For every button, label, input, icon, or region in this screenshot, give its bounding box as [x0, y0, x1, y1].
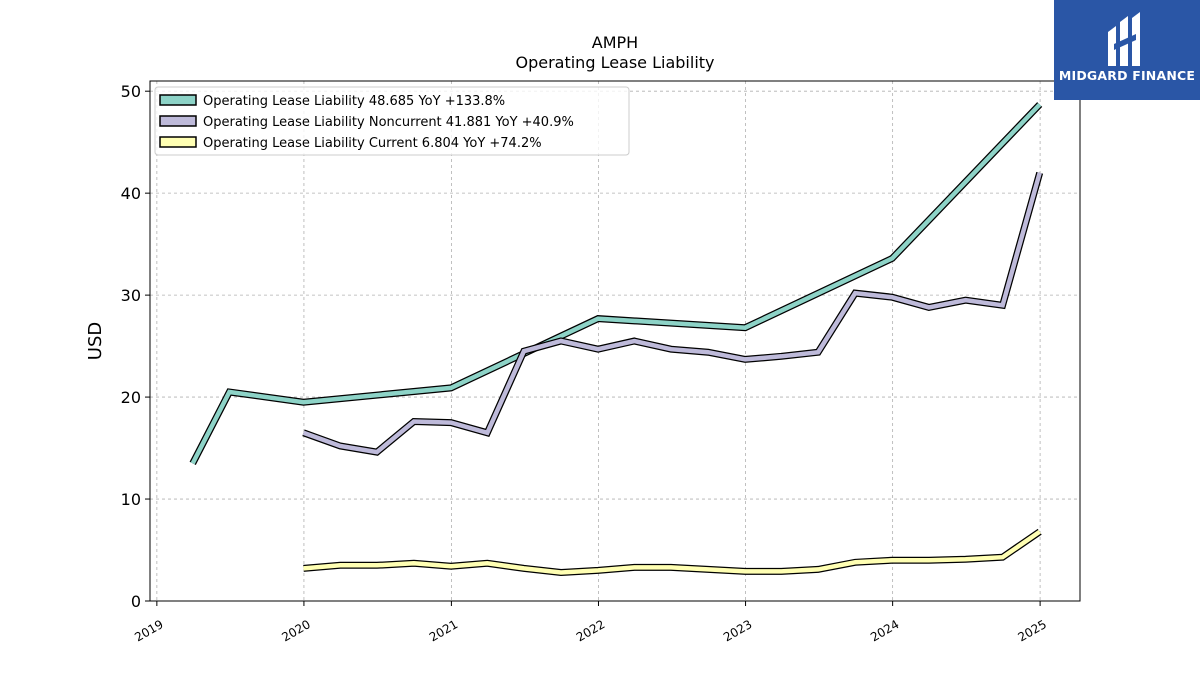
series-outline-0 — [189, 102, 1043, 466]
x-tick-label: 2025 — [1016, 617, 1049, 644]
series-line-2 — [303, 529, 1041, 575]
chart-subtitle: Operating Lease Liability — [515, 53, 714, 72]
grid — [150, 81, 1080, 602]
x-tick-label: 2022 — [574, 617, 607, 644]
legend-swatch-0 — [159, 94, 197, 106]
midgard-logo-icon — [1108, 12, 1140, 66]
x-tick-label: 2023 — [721, 617, 754, 644]
legend: Operating Lease Liability 48.685 YoY +13… — [154, 86, 630, 156]
x-tick-label: 2024 — [868, 617, 901, 644]
series-line-1 — [302, 172, 1042, 455]
chart-title: AMPH — [592, 33, 638, 52]
y-tick-label: 10 — [121, 490, 141, 509]
plot-frame — [149, 80, 1081, 602]
y-tick-label: 40 — [121, 184, 141, 203]
x-tick-label: 2020 — [279, 617, 312, 644]
y-tick-label: 30 — [121, 286, 141, 305]
series-layer — [189, 102, 1044, 577]
legend-label-2: Operating Lease Liability Current 6.804 … — [203, 136, 542, 151]
y-tick-label: 20 — [121, 388, 141, 407]
legend-label-0: Operating Lease Liability 48.685 YoY +13… — [203, 94, 505, 109]
y-tick-label: 0 — [131, 592, 141, 611]
legend-swatch-1 — [159, 115, 197, 127]
legend-swatch-2 — [159, 136, 197, 148]
brand-logo: MIDGARD FINANCE — [1054, 0, 1200, 100]
series-line-0 — [190, 102, 1042, 465]
y-tick-label: 50 — [121, 82, 141, 101]
x-tick-label: 2019 — [132, 617, 165, 644]
y-axis-label: USD — [85, 322, 106, 360]
x-tick-label: 2021 — [427, 617, 460, 644]
legend-label-1: Operating Lease Liability Noncurrent 41.… — [203, 115, 574, 130]
brand-name: MIDGARD FINANCE — [1058, 68, 1196, 83]
legend-box — [154, 86, 630, 156]
